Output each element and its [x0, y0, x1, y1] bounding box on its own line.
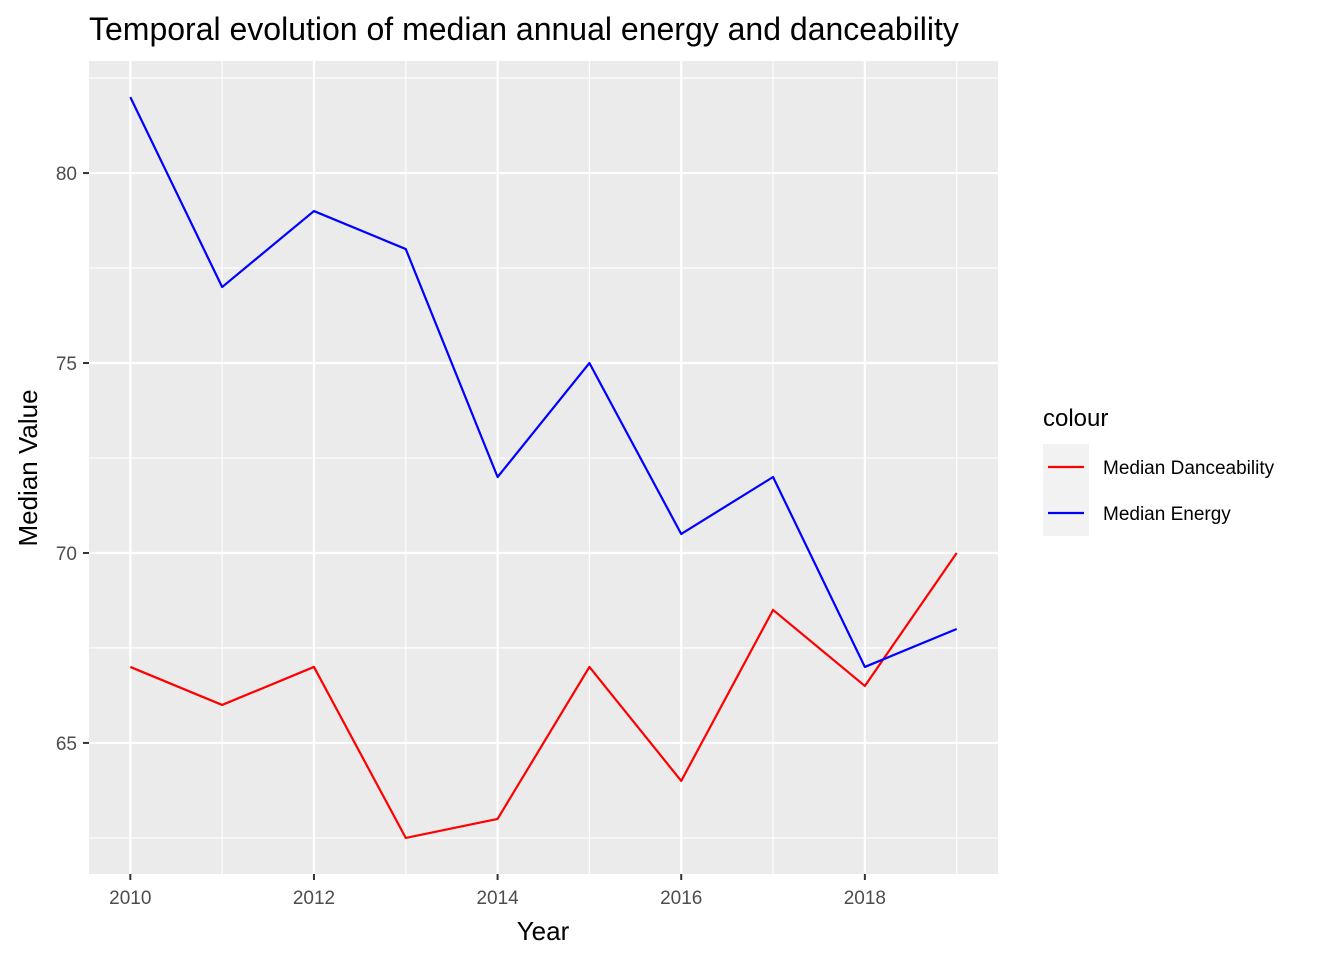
y-tick-label: 70 — [56, 544, 77, 565]
y-tick-label: 65 — [56, 734, 77, 755]
legend-label: Median Energy — [1103, 504, 1231, 525]
legend: colour Median Danceability Median Energy — [1043, 405, 1275, 536]
series-line — [129, 552, 958, 840]
chart-title: Temporal evolution of median annual ener… — [89, 11, 959, 47]
series-line — [129, 96, 958, 669]
tick-labels: 2010 2012 2014 2016 2018 65 70 75 80 — [56, 164, 886, 909]
x-tick-label: 2012 — [293, 888, 335, 909]
x-tick-label: 2016 — [660, 888, 702, 909]
legend-title: colour — [1043, 405, 1108, 432]
x-tick-label: 2018 — [844, 888, 886, 909]
y-axis-title: Median Value — [13, 389, 43, 546]
x-tick-label: 2014 — [476, 888, 519, 909]
minor-gridlines — [89, 61, 998, 874]
legend-label: Median Danceability — [1103, 458, 1275, 479]
plot-panel — [89, 61, 998, 874]
series-lines — [129, 96, 958, 840]
y-tick-label: 80 — [56, 164, 77, 185]
axis-ticks — [83, 172, 866, 880]
x-tick-label: 2010 — [109, 888, 151, 909]
legend-items: Median Danceability Median Energy — [1043, 444, 1275, 536]
y-tick-label: 75 — [56, 354, 77, 375]
major-gridlines — [89, 61, 998, 874]
x-axis-title: Year — [517, 916, 570, 946]
